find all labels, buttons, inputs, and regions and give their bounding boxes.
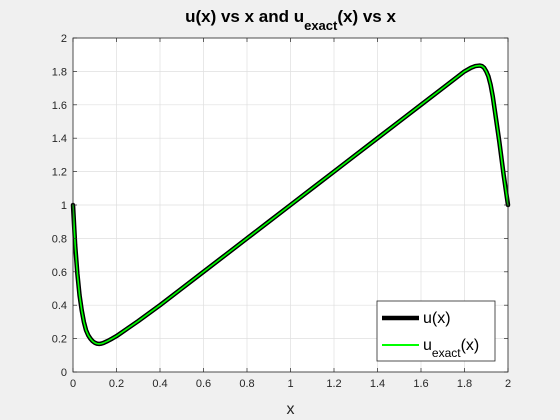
y-tick-label: 0.2 bbox=[52, 334, 67, 346]
x-tick-label: 2 bbox=[505, 378, 511, 390]
legend-label-u: u(x) bbox=[423, 310, 451, 327]
x-tick-label: 0 bbox=[70, 378, 76, 390]
y-tick-label: 0 bbox=[61, 367, 67, 379]
chart-title: u(x) vs x and uexact(x) vs x bbox=[185, 7, 396, 33]
x-tick-label: 0.2 bbox=[109, 378, 124, 390]
y-tick-label: 1.2 bbox=[52, 167, 67, 179]
y-tick-label: 1.6 bbox=[52, 100, 67, 112]
legend: u(x) uexact(x) bbox=[376, 300, 496, 362]
series-layer bbox=[70, 63, 511, 347]
x-tick-label: 0.8 bbox=[239, 378, 254, 390]
y-tick-label: 1 bbox=[61, 200, 67, 212]
y-tick-label: 1.8 bbox=[52, 66, 67, 78]
x-tick-label: 1.6 bbox=[413, 378, 428, 390]
series-line-u-exact bbox=[72, 64, 509, 345]
y-tick-label: 0.4 bbox=[52, 300, 67, 312]
x-tick-label: 1 bbox=[287, 378, 293, 390]
legend-label-u-exact-subscript: exact bbox=[432, 346, 461, 360]
chart-title-subscript: exact bbox=[304, 18, 338, 33]
ticks: 0 0.2 0.4 0.6 0.8 1 1.2 1.4 1.6 1.8 2 0 0.2 0.4 0.6 0.8… bbox=[52, 33, 511, 390]
x-tick-label: 0.4 bbox=[152, 378, 167, 390]
legend-label-u-exact: uexact(x) bbox=[423, 337, 479, 360]
x-tick-label: 1.8 bbox=[457, 378, 472, 390]
x-tick-label: 0.6 bbox=[196, 378, 211, 390]
y-tick-label: 2 bbox=[61, 33, 67, 45]
y-tick-label: 0.8 bbox=[52, 233, 67, 245]
legend-label-u-exact-suffix: (x) bbox=[461, 337, 480, 354]
legend-label-u-exact-base: u bbox=[423, 337, 432, 354]
chart-title-suffix: (x) vs x bbox=[337, 7, 396, 26]
x-tick-label: 1.4 bbox=[370, 378, 385, 390]
chart-title-main: u(x) vs x and u bbox=[185, 7, 304, 26]
x-axis-label: x bbox=[287, 401, 295, 418]
legend-box bbox=[376, 300, 496, 362]
y-tick-label: 1.4 bbox=[52, 133, 67, 145]
x-tick-label: 1.2 bbox=[326, 378, 341, 390]
y-tick-label: 0.6 bbox=[52, 267, 67, 279]
